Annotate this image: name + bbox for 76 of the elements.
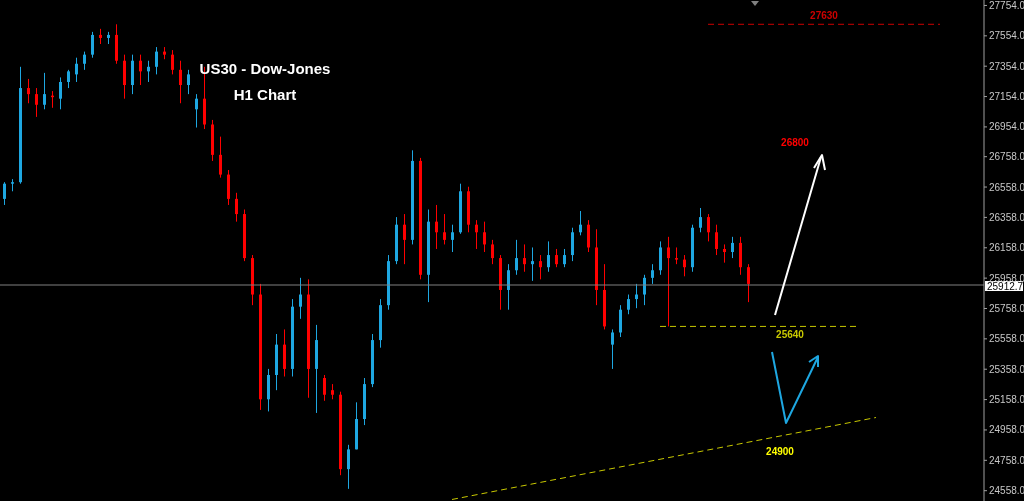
candlestick <box>27 78 30 104</box>
annotation: 26800 <box>780 137 810 148</box>
candlestick <box>139 54 142 86</box>
candlestick <box>195 93 198 129</box>
y-tick-label: 27754.0 <box>989 0 1024 12</box>
candlestick <box>539 254 542 280</box>
y-tick-label: 26558.0 <box>989 181 1024 193</box>
candlestick <box>323 374 326 402</box>
candlestick <box>699 207 702 233</box>
y-tick-label: 25558.0 <box>989 333 1024 345</box>
y-tick-label: 24758.0 <box>989 454 1024 466</box>
candlestick <box>731 236 734 259</box>
y-tick-label: 24958.0 <box>989 424 1024 436</box>
y-tick-label: 27554.0 <box>989 30 1024 42</box>
y-tick-label: 26358.0 <box>989 211 1024 223</box>
y-tick-label: 25358.0 <box>989 363 1024 375</box>
y-tick-label: 25958.0 <box>989 272 1024 284</box>
candlestick <box>483 221 486 253</box>
candlestick <box>547 240 550 273</box>
candlestick <box>531 246 534 282</box>
y-tick-label: 27354.0 <box>989 60 1024 72</box>
candlestick <box>723 243 726 264</box>
y-tick-label: 26954.0 <box>989 121 1024 133</box>
candlestick <box>707 213 710 242</box>
candlestick <box>171 49 174 75</box>
candlestick <box>627 294 630 315</box>
ref-line-label: 27630 <box>810 10 839 22</box>
y-tick-label: 26158.0 <box>989 242 1024 254</box>
candlestick <box>659 240 662 276</box>
candlestick <box>507 263 510 311</box>
candlestick <box>435 204 438 250</box>
y-tick-label: 24558.0 <box>989 485 1024 497</box>
candlestick <box>747 263 750 303</box>
candlestick <box>523 243 526 273</box>
candlestick <box>619 304 622 338</box>
annotation: 24900 <box>765 445 795 457</box>
ref-line-label: 25640 <box>776 329 805 341</box>
candlestick <box>83 51 86 71</box>
candlestick <box>555 248 558 268</box>
candlestick <box>59 76 62 110</box>
candlestick <box>35 87 38 118</box>
candlestick <box>563 248 566 268</box>
candlestick <box>515 239 518 276</box>
candlestick <box>187 69 190 95</box>
candlestick <box>611 328 614 370</box>
candlestick <box>667 236 670 327</box>
candlestick <box>643 274 646 306</box>
text: H1 Chart <box>232 86 298 103</box>
candlestick <box>75 57 78 83</box>
candlestick <box>155 46 158 75</box>
y-tick-label: 25158.0 <box>989 394 1024 406</box>
ref-line-label: 25912.7 <box>987 281 1024 293</box>
candlestick <box>571 227 574 262</box>
candlestick <box>451 224 454 253</box>
y-tick-label: 26758.0 <box>989 151 1024 163</box>
candlestick <box>651 263 654 285</box>
candlestick <box>475 219 478 250</box>
candlestick <box>91 31 94 59</box>
candlestick <box>299 277 302 320</box>
candlestick <box>587 219 590 253</box>
candlestick <box>403 213 406 265</box>
y-tick-label: 25758.0 <box>989 303 1024 315</box>
candlestick <box>579 210 582 236</box>
candlestick <box>683 254 686 277</box>
y-tick-label: 27154.0 <box>989 91 1024 103</box>
candlestick <box>179 60 182 104</box>
candlestick <box>67 69 70 89</box>
candlestick <box>235 192 238 223</box>
candlestick <box>3 181 6 206</box>
candlestick <box>43 72 46 110</box>
candlestick <box>491 239 494 265</box>
candlestick <box>219 136 222 179</box>
candlestick <box>443 213 446 245</box>
candlestick <box>715 224 718 256</box>
candlestick <box>347 444 350 490</box>
text: US30 - Dow-Jones <box>198 60 332 77</box>
